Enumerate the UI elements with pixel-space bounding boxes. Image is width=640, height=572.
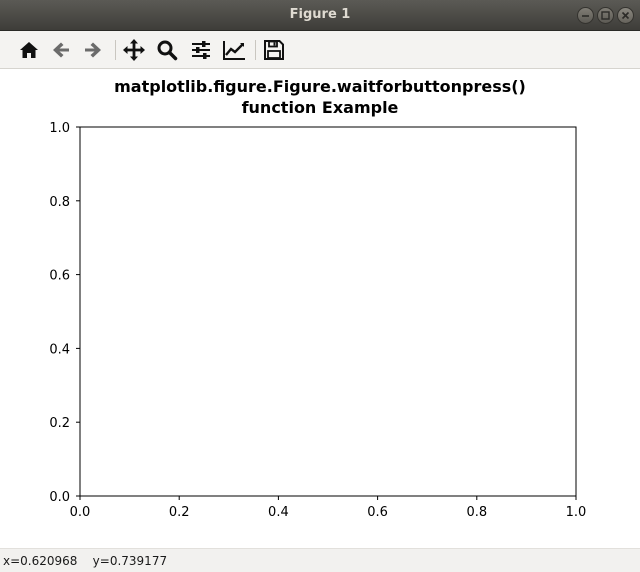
toolbar-separator	[255, 40, 256, 60]
sliders-icon	[192, 41, 210, 59]
pan-button[interactable]	[121, 37, 147, 63]
x-tick-label: 0.8	[466, 505, 487, 520]
arrow-right-icon	[85, 42, 101, 58]
maximize-button[interactable]	[597, 7, 614, 24]
home-icon	[20, 42, 38, 58]
axes[interactable]: 0.0 0.2 0.4 0.6 0.8 1.0 0.0 0.2 0.4 0.6 0.8 1.0	[49, 121, 586, 520]
x-tick-label: 1.0	[566, 505, 587, 520]
edit-axis-button[interactable]	[221, 37, 247, 63]
y-tick-label: 1.0	[49, 121, 70, 136]
move-icon	[123, 39, 145, 61]
figure-canvas[interactable]: matplotlib.figure.Figure.waitforbuttonpr…	[0, 69, 640, 548]
x-tick-label: 0.2	[169, 505, 190, 520]
cursor-coordinates: x=0.620968 y=0.739177	[3, 554, 168, 568]
toolbar-separator	[115, 40, 116, 60]
forward-button[interactable]	[80, 37, 106, 63]
line-chart-icon	[223, 41, 245, 60]
back-button[interactable]	[48, 37, 74, 63]
y-tick-label: 0.2	[49, 416, 70, 431]
figure-title-line2: function Example	[242, 98, 399, 117]
x-tick-label: 0.6	[367, 505, 388, 520]
zoom-button[interactable]	[154, 37, 180, 63]
status-bar: x=0.620968 y=0.739177	[0, 548, 640, 572]
home-button[interactable]	[16, 37, 42, 63]
arrow-left-icon	[53, 42, 69, 58]
minimize-icon	[582, 15, 589, 17]
window-titlebar[interactable]: Figure 1	[0, 0, 640, 31]
plot-area[interactable]	[79, 126, 577, 497]
plot-figure[interactable]: matplotlib.figure.Figure.waitforbuttonpr…	[0, 69, 640, 548]
minimize-button[interactable]	[577, 7, 594, 24]
magnifier-icon	[157, 40, 178, 61]
save-button[interactable]	[261, 37, 287, 63]
y-tick-label: 0.8	[49, 195, 70, 210]
y-tick-label: 0.4	[49, 342, 70, 357]
close-button[interactable]	[617, 7, 634, 24]
y-tick-label: 0.0	[49, 490, 70, 505]
figure-title-line1: matplotlib.figure.Figure.waitforbuttonpr…	[114, 77, 526, 96]
navigation-toolbar	[0, 31, 640, 69]
x-tick-label: 0.4	[268, 505, 289, 520]
x-tick-label: 0.0	[70, 505, 91, 520]
maximize-icon	[601, 11, 610, 20]
close-icon	[621, 11, 630, 20]
floppy-disk-icon	[264, 40, 284, 60]
window-title: Figure 1	[289, 7, 351, 22]
configure-subplots-button[interactable]	[188, 37, 214, 63]
y-tick-label: 0.6	[49, 269, 70, 284]
